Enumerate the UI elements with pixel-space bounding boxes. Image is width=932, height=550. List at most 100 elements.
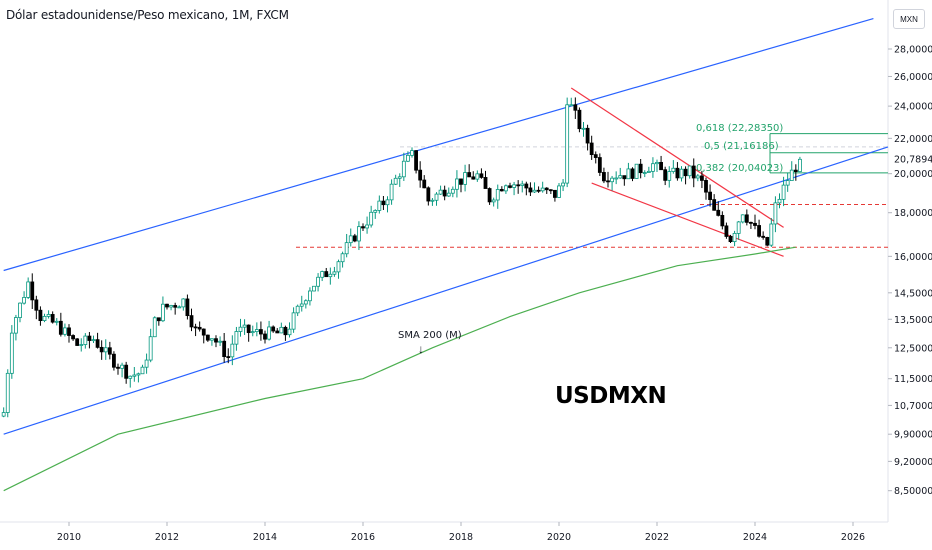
candle-body[interactable] [646,170,651,173]
candle-body[interactable] [691,165,696,179]
candle-body[interactable] [765,237,770,246]
candle-body[interactable] [83,335,88,345]
candle-body[interactable] [565,104,570,184]
candle-body[interactable] [459,178,463,185]
candle-body[interactable] [5,372,10,413]
candle-body[interactable] [414,150,418,171]
candle-body[interactable] [99,346,104,353]
candle-body[interactable] [401,160,406,178]
candle-body[interactable] [581,127,586,130]
candle-body[interactable] [532,189,537,193]
candle-body[interactable] [283,326,288,336]
candle-body[interactable] [418,169,423,181]
candle-body[interactable] [189,315,194,328]
candle-body[interactable] [524,183,529,189]
candle-body[interactable] [75,338,80,346]
candle-body[interactable] [475,173,480,180]
candle-body[interactable] [544,187,549,191]
candle-body[interactable] [569,104,574,107]
candle-body[interactable] [495,189,500,201]
candle-body[interactable] [520,183,525,186]
candle-body[interactable] [38,309,43,322]
candle-body[interactable] [352,235,357,242]
candle-body[interactable] [210,338,214,341]
candle-body[interactable] [332,271,337,275]
candle-body[interactable] [798,158,802,173]
candle-body[interactable] [573,104,578,111]
candle-body[interactable] [344,242,349,255]
candle-body[interactable] [112,353,116,368]
candle-body[interactable] [716,209,721,216]
candle-body[interactable] [548,189,553,192]
candle-body[interactable] [152,317,157,338]
candle-body[interactable] [116,366,120,369]
candle-body[interactable] [483,177,488,189]
candle-body[interactable] [303,300,308,305]
candle-body[interactable] [140,366,145,375]
candle-body[interactable] [602,172,606,182]
candle-body[interactable] [777,198,782,204]
candle-body[interactable] [773,202,778,225]
candle-body[interactable] [287,328,292,336]
candle-body[interactable] [136,373,141,376]
candle-body[interactable] [499,189,504,192]
candle-body[interactable] [254,329,259,333]
candle-body[interactable] [299,303,304,307]
candle-body[interactable] [312,285,316,292]
candle-body[interactable] [687,165,692,177]
candle-body[interactable] [463,172,467,185]
candle-body[interactable] [58,320,63,335]
candle-body[interactable] [336,261,341,273]
candle-body[interactable] [169,305,173,308]
candle-body[interactable] [724,225,729,237]
candle-body[interactable] [365,224,369,229]
candle-body[interactable] [275,330,280,334]
candle-body[interactable] [789,169,794,182]
candle-body[interactable] [9,332,14,374]
candle-body[interactable] [651,163,655,172]
candle-body[interactable] [42,315,47,322]
candle-body[interactable] [291,312,296,330]
candle-body[interactable] [630,168,635,179]
candle-body[interactable] [455,178,459,190]
candle-body[interactable] [422,179,427,189]
candle-body[interactable] [71,335,75,340]
candle-body[interactable] [606,180,610,183]
candle-body[interactable] [18,302,22,318]
candle-body[interactable] [426,187,431,202]
candle-body[interactable] [124,364,129,379]
candle-body[interactable] [642,172,647,174]
candle-body[interactable] [536,189,541,192]
candle-body[interactable] [193,326,198,329]
candle-body[interactable] [720,214,725,227]
candle-body[interactable] [46,314,51,317]
candle-body[interactable] [87,335,92,341]
candle-body[interactable] [667,171,672,181]
candle-body[interactable] [389,183,394,201]
candle-body[interactable] [618,175,623,179]
candle-body[interactable] [120,364,124,369]
candle-body[interactable] [479,173,484,178]
candle-body[interactable] [663,169,668,181]
candle-body[interactable] [593,154,598,158]
candle-body[interactable] [226,356,231,358]
candle-body[interactable] [324,271,329,278]
candle-body[interactable] [250,331,255,334]
candle-body[interactable] [14,317,18,334]
candle-body[interactable] [397,176,402,179]
candle-body[interactable] [516,184,521,187]
candle-body[interactable] [712,199,717,211]
candle-body[interactable] [91,339,96,342]
candle-body[interactable] [671,167,676,172]
channel-lower-line[interactable] [3,174,801,435]
candle-body[interactable] [675,167,680,179]
candle-body[interactable] [242,324,247,328]
candle-body[interactable] [393,177,398,185]
candle-body[interactable] [708,191,712,200]
candle-body[interactable] [655,162,659,165]
candle-body[interactable] [67,327,71,336]
candle-body[interactable] [540,187,545,192]
candle-body[interactable] [50,314,55,323]
candle-body[interactable] [234,331,239,345]
candle-body[interactable] [471,176,476,180]
